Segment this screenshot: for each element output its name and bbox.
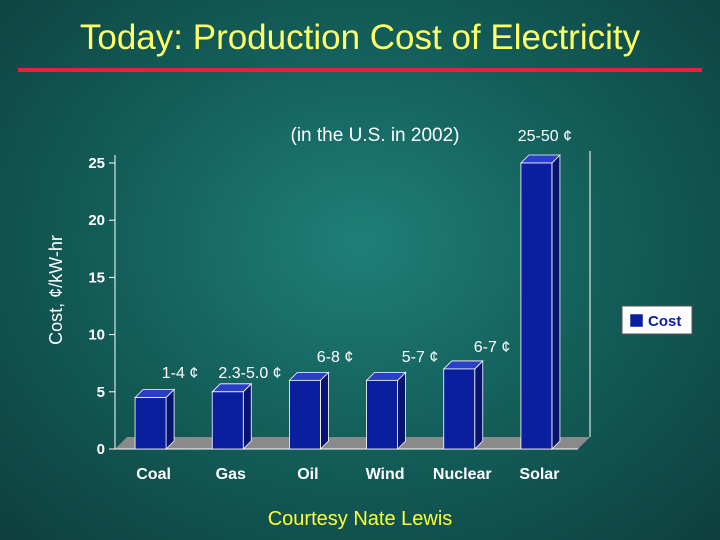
x-tick-label: Oil	[297, 466, 318, 483]
title-underline	[18, 68, 702, 72]
bar	[520, 162, 553, 450]
bar-side	[320, 371, 329, 450]
bar-side	[242, 382, 252, 450]
y-tick-label: 15	[88, 269, 105, 286]
legend-label: Cost	[648, 313, 681, 330]
y-tick-label: 25	[88, 155, 105, 172]
bar-side	[551, 154, 561, 450]
x-tick-label: Nuclear	[433, 466, 492, 483]
x-tick-label: Gas	[216, 466, 246, 483]
bar	[211, 391, 244, 450]
data-label: 2.3-5.0 ¢	[218, 365, 281, 382]
x-tick-label: Solar	[519, 466, 559, 483]
y-tick-label: 5	[97, 384, 105, 401]
data-labels: 1-4 ¢ 2.3-5.0 ¢ 6-8 ¢ 5-7 ¢ 6-7 ¢ 25-50 ¢	[162, 128, 572, 382]
y-tick-label: 10	[88, 327, 105, 344]
bar	[289, 379, 321, 450]
legend: Cost	[621, 305, 693, 335]
bars-group	[134, 154, 561, 450]
x-axis-ticks: Coal Gas Oil Wind Nuclear Solar	[136, 466, 559, 483]
y-axis-label: Cost, ¢/kW-hr	[46, 235, 66, 345]
legend-swatch	[629, 313, 644, 328]
data-label: 6-8 ¢	[317, 349, 353, 366]
plot-floor	[115, 437, 590, 449]
data-label: 25-50 ¢	[518, 128, 572, 145]
chart-subtitle: (in the U.S. in 2002)	[291, 125, 460, 146]
credit-text: Courtesy Nate Lewis	[267, 508, 453, 530]
data-label: 5-7 ¢	[402, 349, 438, 366]
bar-side	[474, 359, 484, 450]
bar	[366, 379, 398, 450]
bar-side	[165, 388, 175, 450]
y-tick-label: 0	[97, 441, 105, 458]
x-tick-label: Wind	[366, 466, 405, 483]
y-axis-ticks: 0 5 10 15 20 25	[88, 155, 115, 458]
data-label: 1-4 ¢	[162, 365, 198, 382]
y-tick-label: 20	[88, 212, 105, 229]
data-label: 6-7 ¢	[474, 339, 510, 356]
bar	[134, 397, 167, 450]
x-tick-label: Coal	[136, 466, 171, 483]
plot-area	[114, 151, 591, 450]
bar	[443, 368, 476, 450]
slide-title: Today: Production Cost of Electricity	[79, 18, 641, 57]
bar-side	[397, 371, 406, 450]
